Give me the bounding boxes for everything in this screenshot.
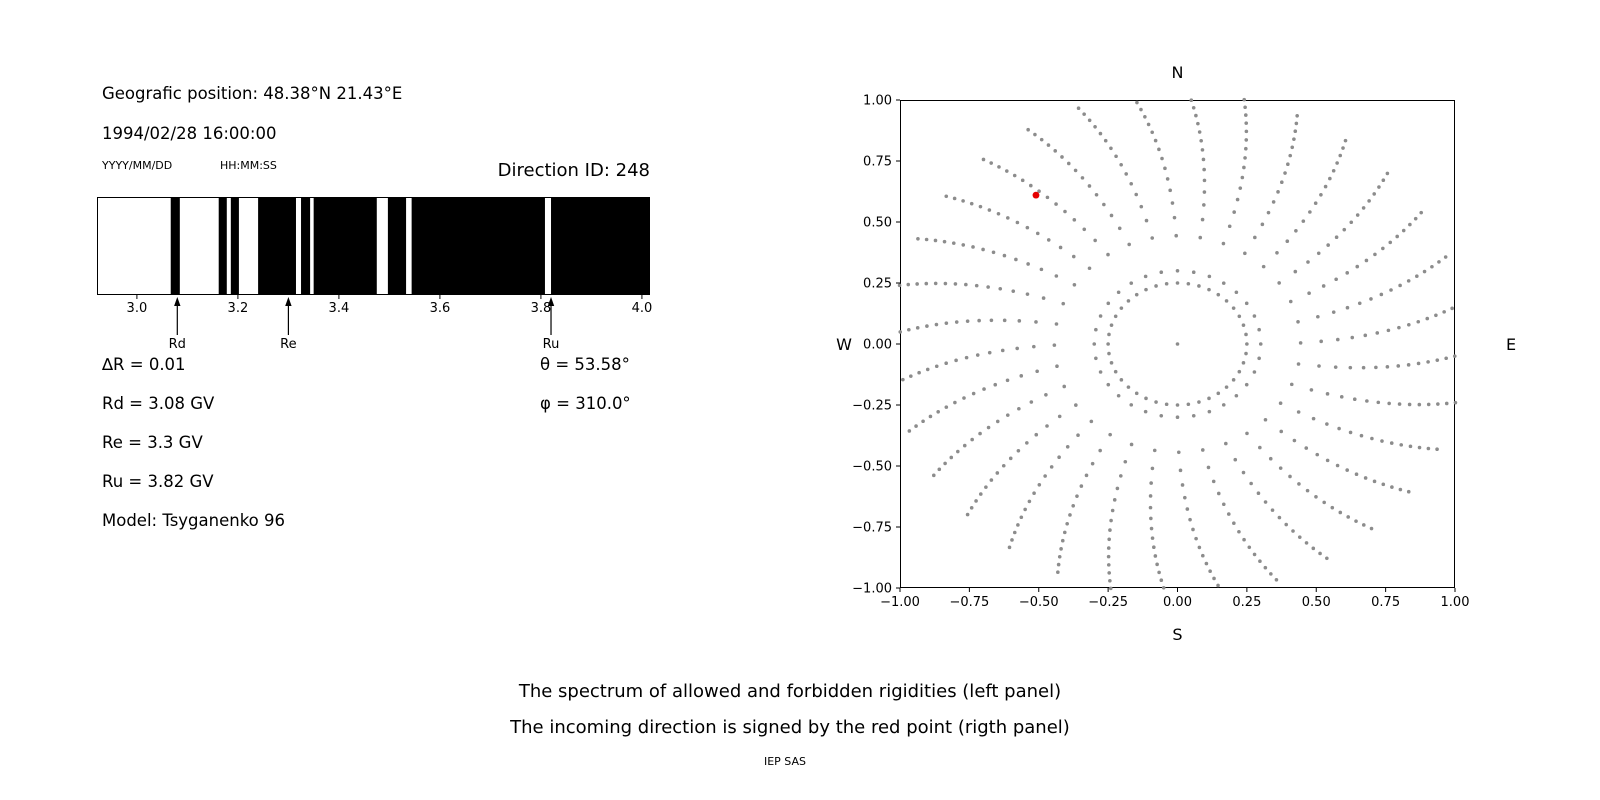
cutoff-markers: Rd Re Ru	[169, 297, 560, 352]
delta-r-text: ∆R = 0.01	[102, 355, 186, 374]
svg-text:−0.50: −0.50	[1019, 595, 1059, 610]
svg-text:−0.25: −0.25	[852, 399, 892, 414]
svg-text:−1.00: −1.00	[852, 582, 892, 597]
caption-line-1: The spectrum of allowed and forbidden ri…	[518, 681, 1062, 702]
svg-text:E: E	[1506, 335, 1516, 354]
arrow-up-icon	[547, 297, 555, 306]
allowed-band	[258, 198, 296, 294]
asymptotic-direction-chart: −1.00 −0.75 −0.50 −0.25 0.00 0.25 0.50 0.75 1.00…	[836, 63, 1516, 644]
ru-text: Ru = 3.82 GV	[102, 472, 214, 491]
svg-text:N: N	[1172, 63, 1184, 82]
svg-text:3.8: 3.8	[531, 301, 552, 316]
direction-dot-grid	[897, 97, 1458, 591]
svg-text:0.50: 0.50	[1302, 595, 1331, 610]
svg-text:S: S	[1172, 625, 1182, 644]
svg-text:3.4: 3.4	[329, 301, 350, 316]
allowed-bands	[170, 198, 650, 294]
svg-text:3.2: 3.2	[228, 301, 249, 316]
svg-text:0.25: 0.25	[1232, 595, 1261, 610]
svg-text:1.00: 1.00	[1441, 595, 1470, 610]
phi-text: φ = 310.0°	[540, 394, 631, 413]
svg-text:−0.25: −0.25	[1088, 595, 1128, 610]
rigidity-spectrum-chart: 3.0 3.2 3.4 3.6 3.8 4.0 Rd Re Ru	[97, 197, 653, 352]
svg-text:−0.50: −0.50	[852, 460, 892, 475]
svg-text:−0.75: −0.75	[852, 521, 892, 536]
re-text: Re = 3.3 GV	[102, 433, 203, 452]
svg-text:3.0: 3.0	[127, 301, 148, 316]
svg-text:Ru: Ru	[543, 337, 560, 352]
arrow-up-icon	[174, 297, 181, 306]
credit-text: IEP SAS	[763, 755, 807, 768]
direction-frame	[900, 100, 1455, 588]
allowed-band	[313, 198, 377, 294]
theta-text: θ = 53.58°	[540, 355, 630, 374]
caption-line-2: The incoming direction is signed by the …	[510, 717, 1070, 738]
svg-text:0.25: 0.25	[863, 277, 892, 292]
time-format-label: HH:MM:SS	[220, 159, 277, 172]
svg-text:−1.00: −1.00	[880, 595, 920, 610]
red-point-marker	[1032, 191, 1040, 199]
svg-text:4.0: 4.0	[632, 301, 653, 316]
svg-text:1.00: 1.00	[863, 94, 892, 109]
compass-labels: N S W E	[836, 63, 1516, 644]
svg-text:Re: Re	[280, 337, 296, 352]
svg-text:0.75: 0.75	[1371, 595, 1400, 610]
date-format-label: YYYY/MM/DD	[102, 159, 173, 172]
svg-text:0.00: 0.00	[1163, 595, 1192, 610]
allowed-band	[230, 198, 239, 294]
allowed-band	[301, 198, 311, 294]
svg-text:−0.75: −0.75	[949, 595, 989, 610]
spectrum-x-axis: 3.0 3.2 3.4 3.6 3.8 4.0	[127, 295, 653, 316]
allowed-band	[218, 198, 227, 294]
svg-text:0.50: 0.50	[863, 216, 892, 231]
datetime-text: 1994/02/28 16:00:00	[102, 124, 277, 143]
model-text: Model: Tsyganenko 96	[102, 511, 286, 530]
svg-text:W: W	[836, 335, 852, 354]
svg-text:0.75: 0.75	[863, 155, 892, 170]
svg-text:0.00: 0.00	[863, 338, 892, 353]
geographic-position-text: Geografic position: 48.38°N 21.43°E	[102, 84, 403, 103]
allowed-band	[387, 198, 407, 294]
arrow-up-icon	[285, 297, 292, 306]
svg-text:3.6: 3.6	[430, 301, 451, 316]
allowed-band	[411, 198, 545, 294]
allowed-band	[551, 198, 650, 294]
svg-text:Rd: Rd	[169, 337, 186, 352]
rd-text: Rd = 3.08 GV	[102, 394, 215, 413]
direction-axes: −1.00 −0.75 −0.50 −0.25 0.00 0.25 0.50 0.75 1.00…	[852, 94, 1469, 611]
allowed-band	[170, 198, 180, 294]
direction-id-text: Direction ID: 248	[497, 160, 650, 181]
